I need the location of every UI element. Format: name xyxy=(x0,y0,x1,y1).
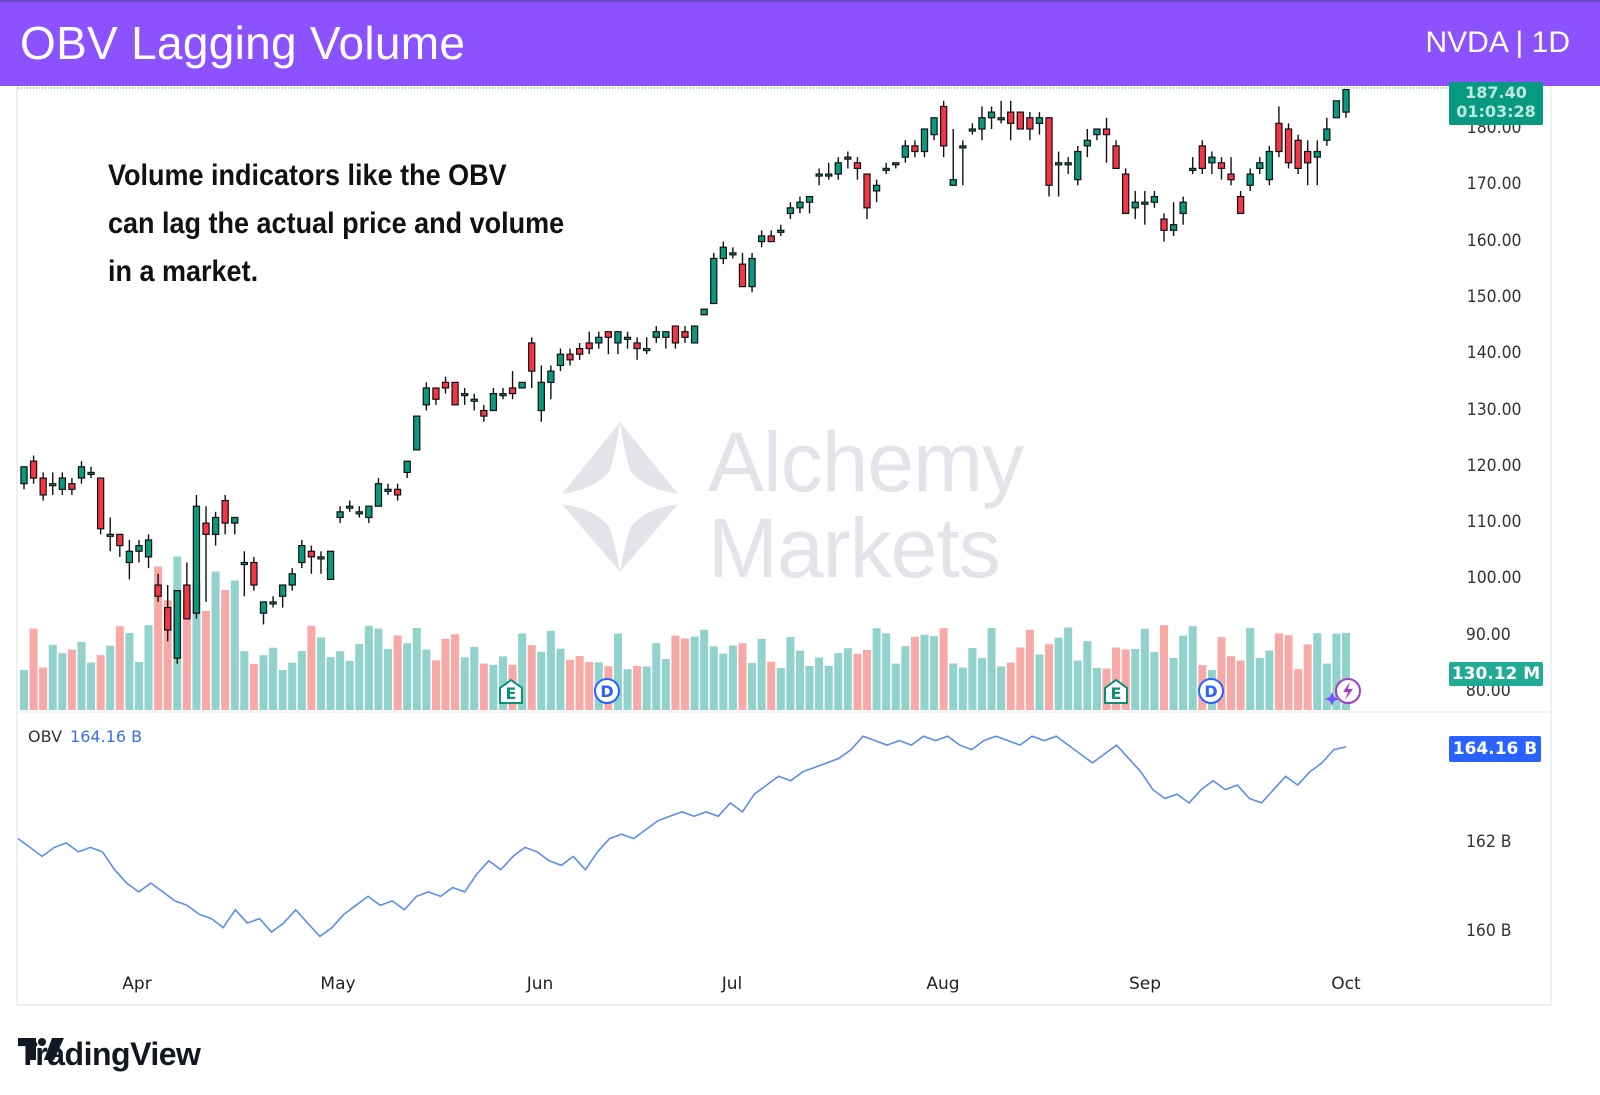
price-axis-label: 120.00 xyxy=(1466,455,1522,476)
time-axis-label: Aug xyxy=(926,974,960,994)
time-axis-label: Oct xyxy=(1331,974,1361,994)
bar-countdown: 01:03:28 xyxy=(1456,102,1536,121)
annotation-line: Volume indicators like the OBV xyxy=(108,159,507,192)
price-axis-label: 150.00 xyxy=(1466,286,1522,307)
last-price: 187.40 xyxy=(1465,83,1527,102)
lightning-sparkle-icon xyxy=(1325,678,1361,706)
obv-badge: 164.16 B xyxy=(1449,736,1541,762)
price-axis-label: 130.00 xyxy=(1466,399,1522,420)
obv-value: 164.16 B xyxy=(70,727,143,746)
obv-legend[interactable]: OBV 164.16 B xyxy=(28,727,142,746)
tradingview-icon xyxy=(18,1038,64,1060)
chart-title: OBV Lagging Volume xyxy=(20,17,466,69)
price-axis-label: 110.00 xyxy=(1466,512,1522,533)
time-axis-label: Apr xyxy=(122,974,152,994)
lightning-event-marker[interactable] xyxy=(1324,676,1364,708)
alchemy-star-logo-icon xyxy=(562,422,678,572)
price-axis-label: 100.00 xyxy=(1466,568,1522,589)
time-axis-label: Jun xyxy=(526,974,554,994)
price-axis-label: 90.00 xyxy=(1465,624,1511,645)
annotation-line: in a market. xyxy=(108,255,259,288)
earnings-marker[interactable]: E xyxy=(1103,678,1129,704)
tradingview-logo[interactable]: TradingView xyxy=(18,1036,201,1073)
time-axis-label: May xyxy=(320,974,356,994)
time-axis-label: Sep xyxy=(1128,974,1162,994)
chart-frame xyxy=(16,86,1552,1006)
watermark-line1: Alchemy xyxy=(708,415,1024,509)
symbol-interval[interactable]: NVDA | 1D xyxy=(1425,26,1570,59)
annotation-line: can lag the actual price and volume xyxy=(108,207,565,240)
watermark-line2: Markets xyxy=(708,501,1001,595)
earnings-house-icon xyxy=(1104,678,1128,704)
obv-axis-label: 162 B xyxy=(1465,832,1512,852)
earnings-house-icon xyxy=(499,678,523,704)
obv-axis-label: 160 B xyxy=(1465,921,1512,941)
price-axis-label: 80.00 xyxy=(1465,681,1511,701)
alchemy-markets-watermark: Alchemy Markets xyxy=(550,415,1030,590)
dividend-marker[interactable]: D xyxy=(1198,678,1224,704)
time-axis-label: Jul xyxy=(721,974,743,994)
price-axis-label: 170.00 xyxy=(1466,174,1522,195)
price-axis-label: 160.00 xyxy=(1466,230,1522,251)
obv-label: OBV xyxy=(28,727,63,746)
last-price-badge: 187.40 01:03:28 xyxy=(1449,82,1543,125)
price-axis-label: 140.00 xyxy=(1466,343,1522,364)
volume-badge: 130.12 M xyxy=(1449,662,1543,686)
chart-header: OBV Lagging Volume NVDA | 1D xyxy=(0,0,1600,86)
dividend-marker[interactable]: D xyxy=(594,678,620,704)
earnings-marker[interactable]: E xyxy=(498,678,524,704)
annotation-text: Volume indicators like the OBV can lag t… xyxy=(108,152,564,296)
